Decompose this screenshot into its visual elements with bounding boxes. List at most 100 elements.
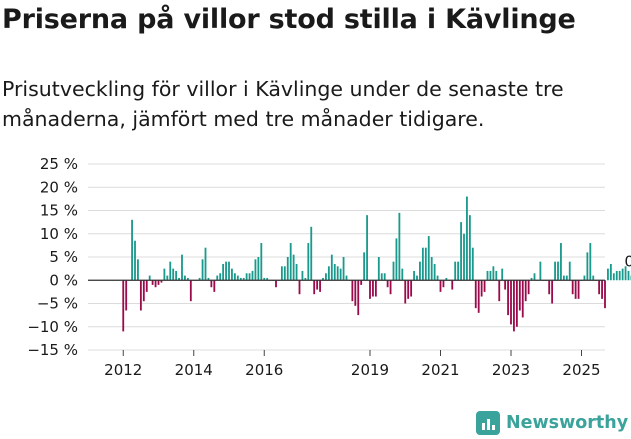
- bar-negative: [504, 280, 507, 290]
- bar-negative: [451, 280, 454, 290]
- bar-positive: [419, 261, 421, 281]
- bar-positive: [225, 261, 227, 281]
- bar-positive: [257, 257, 260, 281]
- bar-positive: [615, 270, 618, 281]
- bar-positive: [289, 243, 292, 281]
- bar-negative: [142, 280, 145, 302]
- bar-negative: [574, 280, 577, 299]
- bar-positive: [204, 247, 207, 281]
- bar-negative: [354, 280, 357, 306]
- bar-positive: [445, 277, 448, 281]
- bar-negative: [386, 280, 389, 288]
- y-tick-label: −10 %: [27, 318, 78, 336]
- newsworthy-brand: Newsworthy: [476, 408, 628, 438]
- bar-positive: [163, 268, 166, 281]
- bar-positive: [245, 273, 248, 281]
- bar-negative: [357, 280, 360, 316]
- bar-chart-logo-icon: [476, 411, 500, 435]
- bar-positive: [486, 270, 489, 281]
- bar-negative: [521, 280, 524, 318]
- bar-positive: [184, 275, 186, 281]
- bar-positive: [263, 277, 266, 281]
- bar-positive: [392, 261, 395, 281]
- bar-positive: [413, 270, 415, 281]
- bar-positive: [363, 252, 366, 281]
- bar-positive: [283, 266, 286, 281]
- y-tick-label: 20 %: [40, 178, 78, 196]
- bar-negative: [151, 280, 154, 285]
- bar-negative: [360, 280, 363, 285]
- bar-negative: [513, 280, 515, 332]
- bar-positive: [398, 212, 401, 281]
- chart-title: Priserna på villor stod stilla i Kävling…: [2, 4, 576, 35]
- bar-positive: [295, 263, 298, 281]
- bar-positive: [495, 270, 498, 281]
- bar-positive: [501, 268, 504, 281]
- bar-positive: [222, 263, 225, 281]
- y-tick-label: 25 %: [40, 155, 78, 173]
- brand-name: Newsworthy: [506, 413, 629, 433]
- bar-positive: [424, 247, 427, 281]
- bar-negative: [372, 280, 374, 297]
- bar-positive: [586, 252, 589, 281]
- bar-positive: [254, 259, 257, 281]
- bar-positive: [198, 277, 201, 281]
- bar-positive: [304, 277, 307, 281]
- bar-positive: [624, 266, 627, 281]
- bar-negative: [510, 280, 512, 325]
- bar-positive: [539, 261, 542, 281]
- bar-positive: [395, 238, 398, 281]
- bar-positive: [557, 261, 559, 281]
- bar-negative: [483, 280, 486, 292]
- bar-positive: [562, 275, 565, 281]
- bar-positive: [169, 261, 172, 281]
- bar-negative: [210, 280, 213, 288]
- bar-positive: [421, 247, 424, 281]
- bar-negative: [213, 280, 216, 292]
- bar-negative: [527, 280, 530, 295]
- bar-negative: [507, 280, 509, 316]
- bar-positive: [466, 196, 468, 281]
- bar-positive: [242, 277, 245, 281]
- bar-positive: [627, 270, 630, 281]
- bar-positive: [327, 266, 330, 281]
- bar-positive: [280, 266, 283, 281]
- bar-positive: [568, 261, 571, 281]
- x-tick-label: 2019: [351, 361, 389, 379]
- bar-positive: [330, 254, 333, 281]
- bar-negative: [518, 280, 521, 311]
- bar-positive: [260, 243, 263, 281]
- bar-positive: [322, 277, 324, 281]
- bar-positive: [401, 268, 404, 281]
- bar-negative: [480, 280, 483, 297]
- bar-positive: [251, 270, 254, 281]
- bar-positive: [134, 240, 136, 281]
- bar-positive: [333, 263, 336, 281]
- bar-positive: [172, 268, 175, 281]
- bar-negative: [598, 280, 601, 295]
- bar-positive: [560, 243, 562, 281]
- bar-negative: [524, 280, 527, 302]
- bar-negative: [389, 280, 392, 295]
- bar-negative: [122, 280, 125, 332]
- bar-negative: [551, 280, 554, 304]
- bar-negative: [298, 280, 301, 295]
- bar-positive: [219, 273, 222, 281]
- bar-positive: [310, 226, 313, 281]
- bar-positive: [460, 222, 462, 281]
- bar-positive: [336, 266, 339, 281]
- x-tick-label: 2021: [421, 361, 459, 379]
- bar-positive: [216, 275, 219, 281]
- bar-negative: [154, 280, 157, 288]
- bar-positive: [236, 275, 239, 281]
- y-tick-label: 15 %: [40, 202, 78, 220]
- bar-negative: [515, 280, 518, 327]
- y-tick-label: −5 %: [37, 295, 78, 313]
- bar-positive: [454, 261, 457, 281]
- bar-positive: [377, 257, 380, 281]
- x-tick-label: 2012: [104, 361, 142, 379]
- bar-positive: [592, 275, 595, 281]
- bar-positive: [471, 247, 474, 281]
- bar-positive: [231, 268, 233, 281]
